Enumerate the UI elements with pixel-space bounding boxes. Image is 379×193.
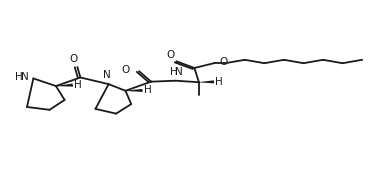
Text: H: H [170,67,178,77]
Text: N: N [21,72,28,82]
Polygon shape [199,80,214,83]
Text: O: O [121,65,130,75]
Text: H: H [215,77,223,87]
Text: O: O [69,54,78,64]
Text: H: H [74,80,82,90]
Text: O: O [166,50,174,60]
Text: N: N [175,67,182,77]
Polygon shape [56,84,73,87]
Polygon shape [125,89,143,92]
Text: H: H [144,85,152,95]
Text: N: N [103,70,111,80]
Text: H: H [15,72,23,82]
Text: O: O [219,57,227,67]
